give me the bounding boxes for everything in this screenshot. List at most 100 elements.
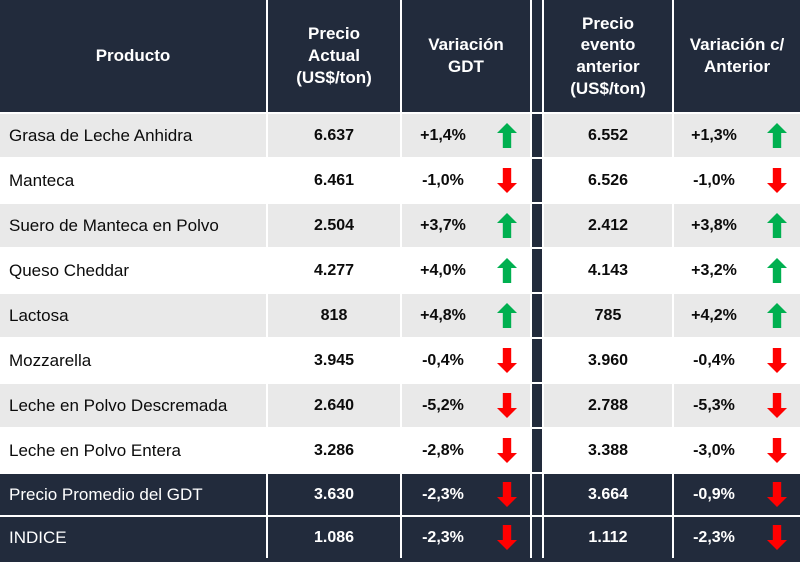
trend-down-icon [497,168,517,193]
price-previous: 3.960 [544,339,674,382]
product-name: Leche en Polvo Entera [0,429,268,472]
variation-previous: -5,3% [674,384,800,427]
trend-down-icon [767,525,787,550]
price-current: 6.461 [268,159,402,202]
variation-gdt: +4,0% [402,249,532,292]
variation-gdt: +4,8% [402,294,532,337]
trend-arrow-wrap [484,303,530,328]
table-row: Manteca 6.461 -1,0% 6.526 -1,0% [0,157,800,202]
product-name: Suero de Manteca en Polvo [0,204,268,247]
variation-previous-value: -5,3% [693,396,735,414]
column-header-precio-evento-anterior: Precio evento anterior (US$/ton) [544,0,674,112]
column-group-divider [532,339,544,382]
trend-arrow-wrap [484,393,530,418]
variation-gdt: +1,4% [402,114,532,157]
trend-down-icon [767,168,787,193]
trend-arrow-wrap [754,393,800,418]
variation-previous: -0,4% [674,339,800,382]
trend-down-icon [767,482,787,507]
trend-up-icon [767,258,787,283]
column-group-divider [532,159,544,202]
table-row: Mozzarella 3.945 -0,4% 3.960 -0,4% [0,337,800,382]
trend-arrow-wrap [754,303,800,328]
trend-arrow-wrap [484,123,530,148]
column-header-precio-actual: Precio Actual (US$/ton) [268,0,402,112]
table-body: Grasa de Leche Anhidra 6.637 +1,4% 6.552… [0,112,800,558]
price-current: 6.637 [268,114,402,157]
product-name: Queso Cheddar [0,249,268,292]
price-current: 2.504 [268,204,402,247]
trend-arrow-wrap [484,525,530,550]
variation-previous-value: -3,0% [693,441,735,459]
table-row: Grasa de Leche Anhidra 6.637 +1,4% 6.552… [0,112,800,157]
variation-gdt-value: -2,3% [422,485,464,503]
price-previous: 1.112 [544,517,674,558]
trend-down-icon [497,525,517,550]
variation-previous: +3,8% [674,204,800,247]
price-previous: 785 [544,294,674,337]
trend-up-icon [497,303,517,328]
variation-gdt-value: +4,8% [420,306,466,324]
trend-down-icon [497,348,517,373]
price-current: 3.286 [268,429,402,472]
column-group-divider [532,474,544,515]
variation-previous-value: -1,0% [693,171,735,189]
column-group-divider [532,204,544,247]
table-row: Queso Cheddar 4.277 +4,0% 4.143 +3,2% [0,247,800,292]
trend-down-icon [767,348,787,373]
trend-arrow-wrap [484,348,530,373]
variation-previous-value: +3,8% [691,216,737,234]
variation-gdt-value: -2,8% [422,441,464,459]
product-name: Leche en Polvo Descremada [0,384,268,427]
trend-arrow-wrap [484,482,530,507]
variation-gdt-value: +3,7% [420,216,466,234]
product-name: Precio Promedio del GDT [0,474,268,515]
trend-arrow-wrap [484,213,530,238]
variation-gdt: +3,7% [402,204,532,247]
price-previous: 3.664 [544,474,674,515]
column-group-divider [532,429,544,472]
variation-previous-value: -2,3% [693,528,735,546]
table-row: Leche en Polvo Entera 3.286 -2,8% 3.388 … [0,427,800,472]
variation-gdt: -5,2% [402,384,532,427]
variation-gdt-value: -2,3% [422,528,464,546]
table-row: Lactosa 818 +4,8% 785 +4,2% [0,292,800,337]
column-group-divider [532,517,544,558]
trend-arrow-wrap [754,482,800,507]
price-current: 3.630 [268,474,402,515]
variation-previous: +3,2% [674,249,800,292]
trend-arrow-wrap [484,438,530,463]
variation-gdt-value: +4,0% [420,261,466,279]
trend-down-icon [497,482,517,507]
variation-previous: -2,3% [674,517,800,558]
column-group-divider [532,384,544,427]
variation-gdt: -1,0% [402,159,532,202]
variation-previous-value: -0,4% [693,351,735,369]
variation-previous-value: +3,2% [691,261,737,279]
column-header-variacion-gdt: Variación GDT [402,0,532,112]
trend-arrow-wrap [754,525,800,550]
table-row: INDICE 1.086 -2,3% 1.112 -2,3% [0,515,800,558]
variation-previous: -1,0% [674,159,800,202]
price-current: 3.945 [268,339,402,382]
variation-gdt: -2,8% [402,429,532,472]
trend-up-icon [497,213,517,238]
price-current: 4.277 [268,249,402,292]
variation-gdt-value: -5,2% [422,396,464,414]
variation-previous-value: +1,3% [691,126,737,144]
trend-up-icon [497,123,517,148]
trend-up-icon [767,123,787,148]
trend-down-icon [497,438,517,463]
trend-down-icon [497,393,517,418]
price-current: 1.086 [268,517,402,558]
trend-down-icon [767,438,787,463]
trend-arrow-wrap [484,258,530,283]
trend-up-icon [767,303,787,328]
column-group-divider [532,114,544,157]
product-name: Lactosa [0,294,268,337]
variation-gdt: -0,4% [402,339,532,382]
table-header-row: Producto Precio Actual (US$/ton) Variaci… [0,0,800,112]
price-previous: 4.143 [544,249,674,292]
